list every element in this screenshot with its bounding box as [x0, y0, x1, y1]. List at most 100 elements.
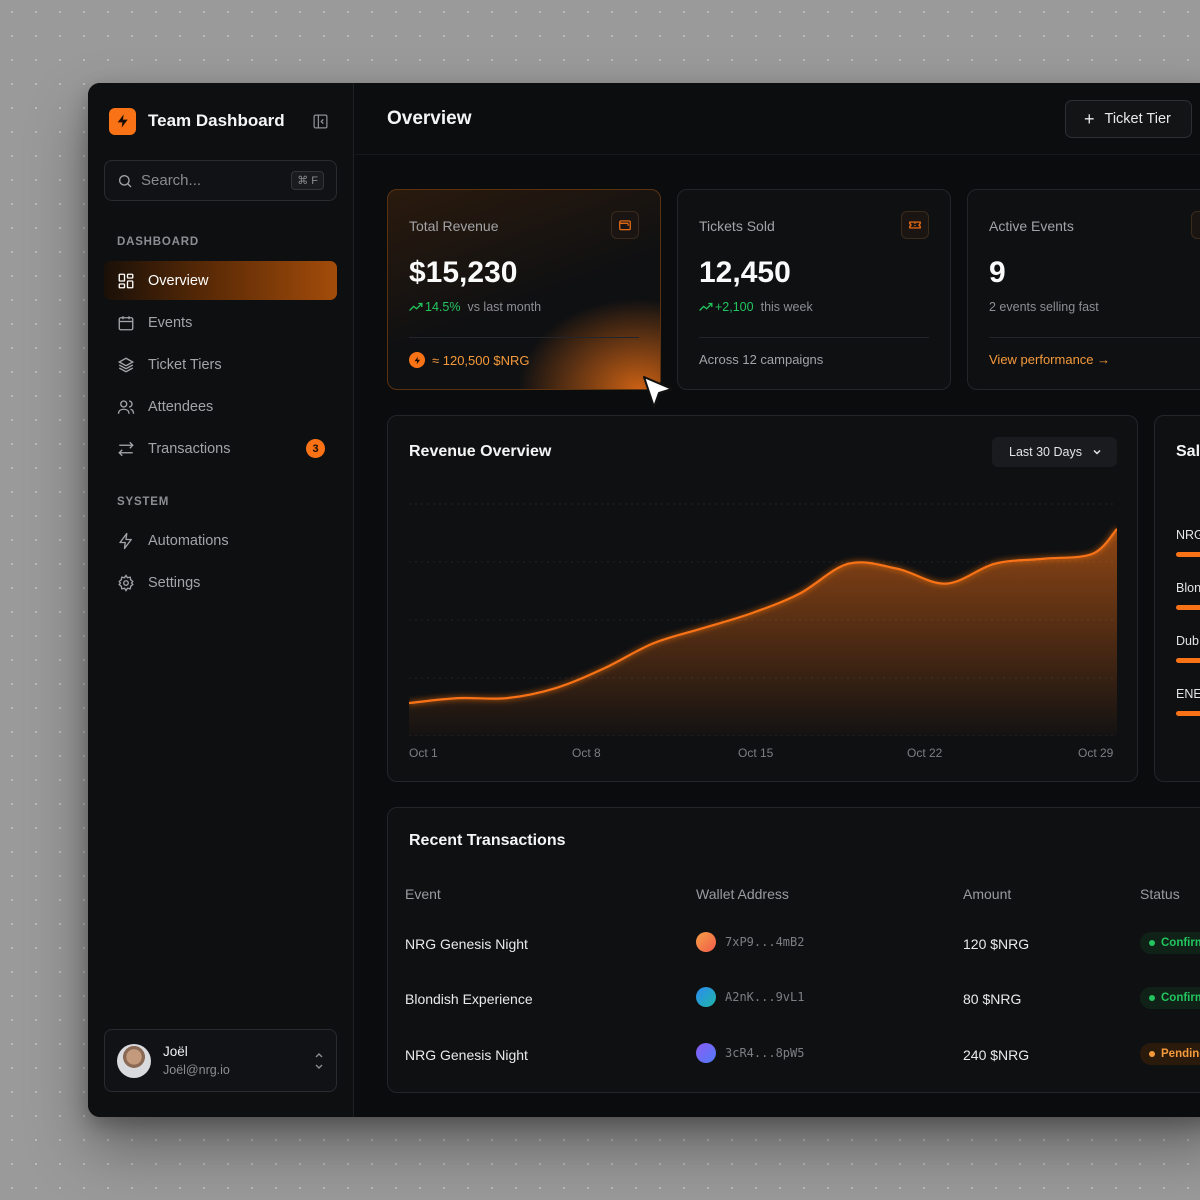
stat-subtext: 2 events selling fast [989, 300, 1099, 314]
table-row-amount: 240 $NRG [963, 1047, 1030, 1063]
sales-progress-bar [1176, 552, 1200, 557]
calendar-icon [117, 314, 135, 332]
status-badge: Confirm [1140, 932, 1200, 954]
transactions-title: Recent Transactions [409, 832, 566, 849]
column-header-event[interactable]: Event [405, 886, 441, 902]
date-range-value: Last 30 Days [1009, 445, 1082, 459]
stat-delta: 14.5% vs last month [409, 300, 541, 314]
divider [699, 337, 929, 338]
wallet-address[interactable]: A2nK...9vL1 [696, 987, 804, 1007]
add-ticket-tier-label: Ticket Tier [1104, 111, 1171, 127]
user-menu[interactable]: Joël Joël@nrg.io [104, 1029, 337, 1092]
sidebar-item-events[interactable]: Events [104, 303, 337, 342]
sidebar-item-transactions[interactable]: Transactions 3 [104, 429, 337, 468]
stat-delta-value: +2,100 [715, 300, 754, 314]
stat-card-tickets-sold[interactable]: Tickets Sold 12,450 +2,100 this week Acr… [677, 189, 951, 390]
table-row-event[interactable]: NRG Genesis Night [405, 1047, 528, 1063]
chevron-up-down-icon [314, 1050, 324, 1077]
table-row-event[interactable]: NRG Genesis Night [405, 936, 528, 952]
search-shortcut: ⌘ F [291, 171, 324, 190]
stat-footer: ≈ 120,500 $NRG [409, 352, 529, 368]
status-badge: Confirm [1140, 987, 1200, 1009]
date-range-select[interactable]: Last 30 Days [992, 437, 1117, 467]
stat-value: 12,450 [699, 256, 791, 289]
avatar [117, 1043, 151, 1078]
status-text: Confirm [1161, 937, 1200, 949]
stat-label: Tickets Sold [699, 218, 775, 234]
calendar-icon [1191, 211, 1200, 239]
sidebar-item-ticket-tiers[interactable]: Ticket Tiers [104, 345, 337, 384]
wallet-address[interactable]: 3cR4...8pW5 [696, 1043, 804, 1063]
sidebar-item-attendees[interactable]: Attendees [104, 387, 337, 426]
sidebar-item-label: Ticket Tiers [148, 356, 222, 373]
stat-card-total-revenue[interactable]: Total Revenue $15,230 14.5% vs last mont… [387, 189, 661, 390]
mouse-pointer-icon [643, 376, 673, 408]
stat-value: 9 [989, 256, 1006, 289]
search-placeholder: Search... [141, 172, 202, 189]
view-performance-link[interactable]: View performance → [989, 352, 1111, 367]
sidebar-collapse-icon[interactable] [312, 113, 329, 130]
sidebar-item-overview[interactable]: Overview [104, 261, 337, 300]
wallet-icon [611, 211, 639, 239]
lightning-logo-icon [109, 107, 136, 135]
stat-label: Total Revenue [409, 218, 499, 234]
x-tick-label: Oct 22 [907, 746, 943, 760]
wallet-address-text: A2nK...9vL1 [725, 990, 805, 1004]
sales-row-label: Blon [1176, 581, 1200, 595]
gear-icon [117, 573, 135, 592]
x-tick-label: Oct 8 [572, 746, 601, 760]
status-dot [1149, 940, 1155, 946]
stat-value: $15,230 [409, 256, 518, 289]
search-input[interactable]: Search... ⌘ F [104, 160, 337, 201]
trend-up-icon: 14.5% [409, 300, 460, 314]
sales-progress-bar [1176, 711, 1200, 716]
sales-row-label: Dub [1176, 634, 1199, 648]
nrg-token-icon [409, 352, 425, 368]
wallet-address-text: 3cR4...8pW5 [725, 1046, 805, 1060]
revenue-line [409, 528, 1117, 705]
sidebar: Team Dashboard Search... ⌘ F DASHBOARD O… [88, 83, 354, 1117]
section-label-dashboard: DASHBOARD [117, 236, 199, 248]
wallet-avatar [696, 1043, 716, 1063]
status-text: Pending [1161, 1048, 1200, 1060]
users-icon [117, 398, 135, 416]
wallet-avatar [696, 932, 716, 952]
grid-icon [117, 272, 135, 290]
sales-progress-bar [1176, 658, 1200, 663]
bolt-icon [117, 532, 135, 550]
section-label-system: SYSTEM [117, 496, 170, 508]
recent-transactions-card: Recent Transactions Event Wallet Address… [387, 807, 1200, 1093]
sidebar-item-automations[interactable]: Automations [104, 521, 337, 560]
x-tick-label: Oct 29 [1078, 746, 1114, 760]
wallet-avatar [696, 987, 716, 1007]
plus-icon: + [1084, 109, 1095, 129]
column-header-status[interactable]: Status [1140, 886, 1180, 902]
sidebar-item-label: Events [148, 314, 193, 331]
table-row-amount: 120 $NRG [963, 936, 1030, 952]
wallet-address[interactable]: 7xP9...4mB2 [696, 932, 804, 952]
x-tick-label: Oct 1 [409, 746, 438, 760]
sidebar-item-label: Attendees [148, 398, 214, 415]
status-dot [1149, 1051, 1155, 1057]
user-name: Joël [163, 1044, 188, 1059]
sidebar-item-label: Overview [148, 272, 209, 289]
main-content: Overview + Ticket Tier Total Revenue $15… [355, 83, 1200, 1117]
stat-card-active-events[interactable]: Active Events 9 2 events selling fast Vi… [967, 189, 1200, 390]
chart-title: Revenue Overview [409, 443, 552, 460]
column-header-wallet[interactable]: Wallet Address [696, 886, 789, 902]
x-tick-label: Oct 15 [738, 746, 774, 760]
table-row-event[interactable]: Blondish Experience [405, 991, 533, 1007]
sidebar-item-settings[interactable]: Settings [104, 563, 337, 602]
sales-row-label: ENE [1176, 687, 1200, 701]
wallet-address-text: 7xP9...4mB2 [725, 935, 805, 949]
column-header-amount[interactable]: Amount [963, 886, 1012, 902]
stat-delta-value: 14.5% [425, 300, 461, 314]
chevron-down-icon [1092, 447, 1102, 457]
add-ticket-tier-button[interactable]: + Ticket Tier [1065, 100, 1192, 138]
status-badge: Pending [1140, 1043, 1200, 1065]
brand[interactable]: Team Dashboard [109, 107, 285, 135]
transactions-count-badge: 3 [306, 439, 325, 458]
sales-by-tier-card: Sal NRG Blon Dub ENE [1154, 415, 1200, 782]
trend-up-icon: +2,100 [699, 300, 754, 314]
layers-icon [117, 356, 135, 374]
